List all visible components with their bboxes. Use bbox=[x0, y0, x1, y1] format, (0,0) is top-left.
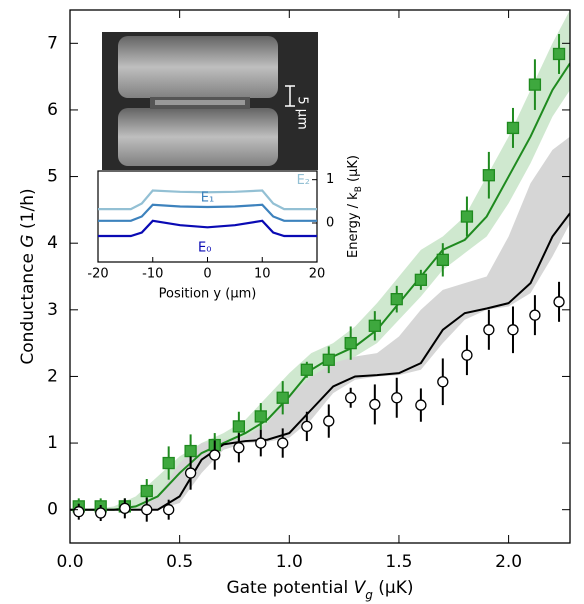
inset-plot: E₀ E₁ E₂ -20 -10 0 10 20 0 1 Position y (μm) Energy… bbox=[87, 155, 363, 301]
marker bbox=[390, 293, 403, 306]
y-tick-label: 5 bbox=[47, 167, 58, 187]
x-tick-label: 2.0 bbox=[495, 552, 522, 572]
y-axis-label-part: (μK) bbox=[346, 155, 361, 186]
marker bbox=[322, 353, 335, 366]
y-tick-label: 7 bbox=[47, 33, 58, 53]
theory-curve bbox=[70, 212, 570, 511]
x-axis-label-part: g bbox=[365, 588, 373, 602]
marker bbox=[368, 319, 381, 332]
marker bbox=[73, 506, 85, 518]
marker bbox=[415, 399, 427, 411]
marker bbox=[506, 121, 520, 135]
marker bbox=[140, 484, 153, 498]
x-tick-label: 0.0 bbox=[56, 552, 83, 572]
y-tick-label: 6 bbox=[47, 100, 58, 120]
marker bbox=[344, 336, 357, 350]
y-tick-label: 1 bbox=[326, 172, 334, 187]
curve-label: E₂ bbox=[297, 173, 310, 188]
marker bbox=[323, 415, 335, 427]
marker bbox=[184, 467, 197, 479]
marker bbox=[162, 456, 175, 470]
y-axis-label-part: (1/h) bbox=[18, 188, 38, 234]
y-axis-label: Energy / kB (μK) bbox=[346, 155, 364, 258]
marker bbox=[552, 47, 566, 61]
curve-label: E₁ bbox=[201, 190, 214, 205]
marker bbox=[301, 420, 313, 433]
curve-label: E₀ bbox=[198, 241, 211, 256]
marker bbox=[482, 169, 496, 182]
main-plot: 0.0 0.5 1.0 1.5 2.0 0 1 2 3 4 5 6 7 Gate potential Vg… bbox=[18, 9, 571, 602]
x-axis-label-part: Gate potential bbox=[226, 578, 353, 598]
marker bbox=[460, 210, 474, 223]
x-axis-label: Position y (μm) bbox=[159, 287, 257, 302]
marker bbox=[436, 253, 449, 266]
y-axis-label-part: B bbox=[354, 186, 364, 192]
marker bbox=[345, 392, 357, 404]
x-axis-label-part: V bbox=[354, 578, 367, 598]
marker bbox=[528, 78, 542, 91]
energy-curve bbox=[98, 203, 317, 222]
x-tick-label: -10 bbox=[142, 267, 163, 282]
marker bbox=[276, 391, 289, 404]
theory-curve bbox=[70, 62, 570, 511]
y-axis-label: Conductance G (1/h) bbox=[18, 188, 38, 364]
marker bbox=[391, 392, 403, 404]
marker bbox=[163, 504, 175, 516]
x-tick-label: 0.5 bbox=[166, 552, 193, 572]
marker bbox=[277, 437, 289, 449]
y-axis-label-part: Conductance bbox=[18, 248, 38, 365]
y-tick-label: 4 bbox=[47, 233, 58, 253]
marker bbox=[553, 296, 565, 308]
marker bbox=[507, 324, 519, 336]
x-tick-label: 20 bbox=[309, 267, 326, 282]
energy-curve bbox=[98, 189, 317, 211]
x-tick-label: 1.0 bbox=[276, 552, 303, 572]
marker bbox=[254, 410, 267, 423]
y-tick-label: 1 bbox=[47, 433, 58, 453]
marker bbox=[232, 420, 246, 433]
marker bbox=[255, 437, 267, 449]
y-tick-label: 0 bbox=[47, 500, 58, 520]
marker bbox=[300, 363, 313, 376]
marker bbox=[233, 442, 245, 454]
marker bbox=[209, 449, 221, 461]
marker bbox=[119, 502, 131, 515]
axes-frame bbox=[69, 9, 571, 544]
y-axis-label-part: Energy / k bbox=[346, 192, 361, 258]
y-tick-label: 3 bbox=[47, 300, 58, 320]
marker bbox=[483, 324, 495, 336]
y-tick-label: 2 bbox=[47, 366, 58, 386]
marker bbox=[95, 507, 107, 519]
marker bbox=[141, 504, 153, 516]
x-axis-label-part: (μK) bbox=[373, 578, 414, 598]
marker bbox=[369, 398, 381, 411]
inset-background bbox=[97, 170, 318, 263]
energy-curve bbox=[98, 219, 317, 238]
scale-label: 5 μm bbox=[295, 96, 310, 129]
x-tick-label: 1.5 bbox=[385, 552, 412, 572]
x-tick-label: -20 bbox=[87, 267, 108, 282]
marker bbox=[414, 273, 428, 286]
y-axis-label-part: G bbox=[18, 234, 38, 247]
marker bbox=[461, 349, 473, 361]
marker bbox=[184, 444, 197, 458]
x-tick-label: 0 bbox=[203, 267, 211, 282]
x-axis-label: Gate potential Vg (μK) bbox=[226, 578, 413, 602]
inset-image: 5 μm bbox=[102, 32, 318, 170]
y-tick-label: 0 bbox=[326, 216, 334, 231]
x-tick-label: 10 bbox=[254, 267, 271, 282]
marker bbox=[529, 309, 541, 321]
plot-area bbox=[70, 10, 570, 522]
marker bbox=[437, 376, 449, 388]
